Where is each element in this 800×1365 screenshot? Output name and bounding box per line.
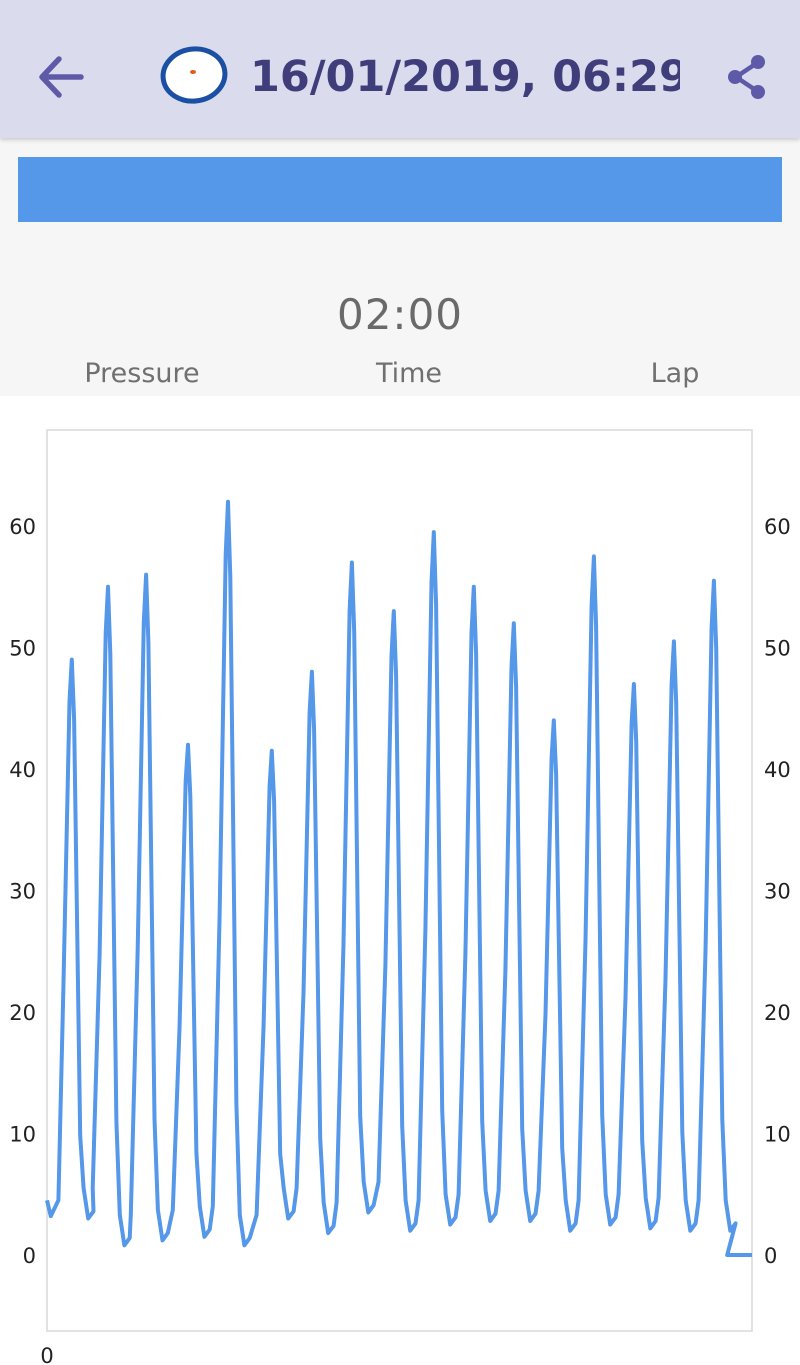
- right-tick-label: 20: [764, 1001, 791, 1025]
- left-tick-label: 60: [9, 515, 36, 539]
- left-tick-label: 20: [9, 1001, 36, 1025]
- share-button[interactable]: [716, 46, 778, 108]
- right-tick-label: 50: [764, 637, 791, 661]
- x-tick-label: 0: [40, 1344, 53, 1365]
- left-tick-label: 50: [9, 637, 36, 661]
- back-button[interactable]: [28, 44, 94, 110]
- info-panel: 02:00 Pressure Time Lap: [0, 138, 800, 396]
- right-tick-label: 30: [764, 880, 791, 904]
- left-tick-label: 0: [23, 1244, 36, 1268]
- right-axis: 0 10 20 30 40 50 60: [764, 515, 791, 1268]
- left-tick-label: 40: [9, 758, 36, 782]
- share-icon: [728, 55, 765, 99]
- arrow-left-icon: [39, 56, 84, 98]
- right-tick-label: 0: [764, 1244, 777, 1268]
- pressure-bar: [18, 157, 782, 222]
- pressure-series-line: [45, 499, 752, 1257]
- right-tick-label: 60: [764, 515, 791, 539]
- right-tick-label: 10: [764, 1123, 791, 1147]
- pressure-label: Pressure: [84, 358, 200, 389]
- left-axis: 0 10 20 30 40 50 60: [9, 515, 36, 1268]
- oval-logo-icon: [160, 46, 228, 104]
- app-bar: 16/01/2019, 06:29:...: [0, 0, 800, 138]
- right-tick-label: 40: [764, 758, 791, 782]
- lap-label: Lap: [650, 358, 700, 389]
- left-tick-label: 30: [9, 880, 36, 904]
- pressure-bar-fill: [18, 157, 782, 222]
- left-tick-label: 10: [9, 1123, 36, 1147]
- page-title: 16/01/2019, 06:29:...: [250, 52, 680, 102]
- x-axis: 0: [40, 1344, 53, 1365]
- pressure-chart: 0 10 20 30 40 50 60 0 10 20 30 40 50 60 0: [9, 429, 791, 1365]
- time-label: Time: [375, 358, 443, 389]
- time-value: 02:00: [336, 290, 464, 339]
